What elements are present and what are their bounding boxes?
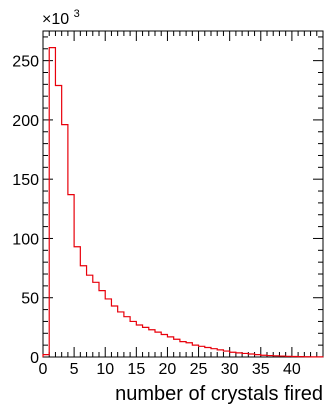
y-tick-label: 0	[30, 350, 39, 367]
x-tick-label: 25	[190, 361, 208, 378]
x-tick-label: 15	[127, 361, 145, 378]
y-axis-multiplier-exponent: 3	[74, 8, 80, 20]
axis-ticks	[42, 31, 324, 358]
histogram-series	[42, 46, 324, 358]
y-axis-multiplier: ×10 3	[42, 8, 80, 28]
x-tick-label: 30	[221, 361, 239, 378]
y-tick-label: 100	[12, 231, 39, 248]
y-tick-label: 200	[12, 113, 39, 130]
x-tick-label: 5	[70, 361, 79, 378]
x-tick-label: 10	[96, 361, 114, 378]
y-tick-label: 150	[12, 172, 39, 189]
y-axis-multiplier-base: ×10	[42, 11, 69, 28]
x-axis-label: number of crystals fired	[115, 383, 323, 405]
y-tick-label: 50	[21, 291, 39, 308]
x-tick-label: 40	[283, 361, 301, 378]
plot-frame	[42, 30, 324, 358]
x-tick-label: 20	[159, 361, 177, 378]
x-tick-label: 0	[39, 361, 48, 378]
y-tick-label: 250	[12, 54, 39, 71]
x-tick-label: 35	[252, 361, 270, 378]
tick-labels: 0 5 10 15 20 25 30 35 40 0 50 100 150 200 250	[12, 54, 301, 378]
